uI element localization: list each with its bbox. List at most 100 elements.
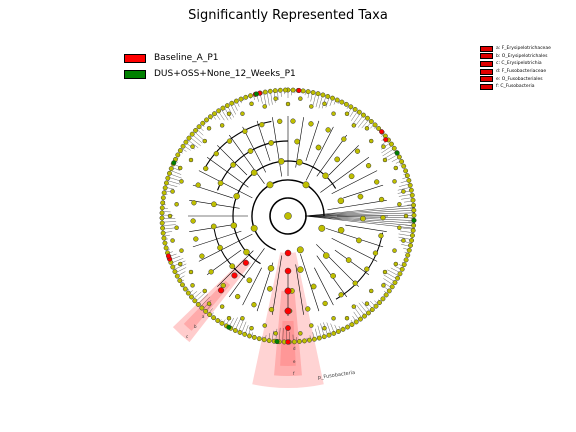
taxon-node bbox=[192, 298, 198, 304]
clade-branch bbox=[272, 117, 283, 177]
leaf-branch bbox=[170, 173, 182, 179]
clade-branch bbox=[228, 134, 265, 184]
clade-branch bbox=[331, 170, 378, 195]
clade-highlights bbox=[172, 252, 324, 388]
taxa-key-item: f: C_Fusobacteria bbox=[480, 83, 551, 91]
taxon-node bbox=[217, 244, 223, 251]
leaf-branch bbox=[163, 227, 175, 230]
taxon-node bbox=[242, 259, 249, 266]
taxon-node bbox=[309, 323, 314, 328]
legend-swatch-dus bbox=[124, 69, 146, 79]
leaf-branch bbox=[233, 103, 238, 111]
taxon-node bbox=[284, 249, 292, 257]
taxon-node bbox=[170, 189, 175, 194]
leaf-branch bbox=[304, 204, 416, 217]
taxon-node bbox=[285, 325, 291, 331]
taxon-node bbox=[366, 310, 371, 316]
clade-branch bbox=[242, 126, 267, 173]
taxon-node bbox=[379, 129, 385, 135]
leaf-branch bbox=[241, 321, 247, 333]
taxon-node bbox=[246, 277, 253, 284]
legend-item-baseline: Baseline_A_P1 bbox=[124, 50, 296, 66]
key-swatch bbox=[480, 60, 493, 67]
leaf-branch bbox=[179, 275, 185, 279]
taxon-node bbox=[392, 248, 397, 253]
taxon-node bbox=[401, 189, 406, 194]
taxon-node bbox=[268, 306, 275, 313]
leaf-branch bbox=[253, 95, 255, 100]
taxon-node bbox=[330, 273, 336, 279]
taxon-node bbox=[361, 112, 366, 118]
clade-label-fusobacteria: p_Fusobacteria bbox=[317, 370, 355, 381]
taxon-node bbox=[285, 101, 291, 107]
taxon-node bbox=[160, 225, 166, 231]
taxon-node bbox=[411, 217, 417, 223]
taxon-node bbox=[231, 272, 238, 279]
taxon-node bbox=[274, 338, 280, 345]
taxon-node bbox=[249, 325, 254, 331]
taxon-node bbox=[162, 240, 168, 246]
clade-branch bbox=[328, 145, 359, 176]
leaf-branch bbox=[383, 274, 395, 282]
taxon-node bbox=[204, 117, 209, 123]
leaf-branch bbox=[337, 101, 340, 104]
taxon-node bbox=[322, 300, 328, 307]
leaf-branch bbox=[266, 92, 270, 106]
leaf-branch bbox=[172, 167, 180, 171]
taxon-node bbox=[211, 201, 217, 208]
taxon-node bbox=[159, 220, 165, 226]
taxon-node bbox=[195, 182, 201, 188]
leaf-branch bbox=[398, 194, 412, 197]
taxon-node bbox=[268, 140, 274, 146]
taxon-node bbox=[195, 302, 201, 307]
leaf-branch bbox=[172, 258, 184, 263]
taxon-node bbox=[310, 90, 316, 95]
taxon-node bbox=[394, 150, 400, 156]
taxon-node bbox=[278, 158, 285, 165]
taxon-node bbox=[161, 235, 167, 241]
taxon-node bbox=[406, 177, 412, 183]
clade-highlight bbox=[252, 252, 324, 388]
taxon-node bbox=[256, 336, 262, 342]
taxon-node bbox=[397, 202, 402, 207]
taxon-node bbox=[410, 197, 416, 203]
taxon-node bbox=[235, 293, 241, 300]
taxon-node bbox=[250, 224, 258, 232]
taxon-node bbox=[340, 326, 346, 332]
taxon-node bbox=[322, 172, 329, 180]
leaf-branch bbox=[381, 134, 384, 137]
taxon-node bbox=[406, 247, 412, 253]
clade-letter-b: b bbox=[194, 324, 197, 329]
taxon-node bbox=[298, 96, 303, 101]
taxon-node bbox=[183, 139, 189, 145]
leaf-branch bbox=[198, 294, 209, 304]
taxon-node bbox=[351, 123, 357, 128]
taxon-node bbox=[206, 126, 212, 131]
leaf-branch bbox=[398, 183, 409, 187]
taxon-node bbox=[337, 197, 345, 205]
clade-branch bbox=[198, 233, 253, 262]
taxon-node bbox=[238, 96, 244, 102]
taxon-node bbox=[411, 212, 417, 218]
taxon-node bbox=[215, 318, 221, 324]
taxon-node bbox=[403, 168, 409, 174]
taxa-key-label: d: F_Fusobacteriaceae bbox=[496, 69, 547, 75]
taxon-node bbox=[240, 316, 245, 321]
clade-branch bbox=[242, 267, 262, 306]
taxon-node bbox=[365, 163, 372, 169]
taxon-node bbox=[229, 100, 235, 106]
taxon-node bbox=[202, 288, 208, 294]
taxon-node bbox=[199, 305, 205, 311]
leaf-branch bbox=[170, 255, 181, 260]
leaf-branch bbox=[401, 244, 410, 247]
taxon-node bbox=[348, 104, 354, 110]
taxon-node bbox=[166, 170, 172, 176]
leaf-branch bbox=[168, 180, 180, 185]
leaf-branch bbox=[171, 170, 182, 175]
taxon-node bbox=[362, 313, 367, 319]
taxon-node bbox=[399, 266, 405, 272]
leaf-branch bbox=[404, 251, 408, 254]
taxon-node bbox=[408, 187, 414, 193]
clade-branch bbox=[334, 249, 370, 276]
clade-highlight bbox=[172, 257, 252, 343]
